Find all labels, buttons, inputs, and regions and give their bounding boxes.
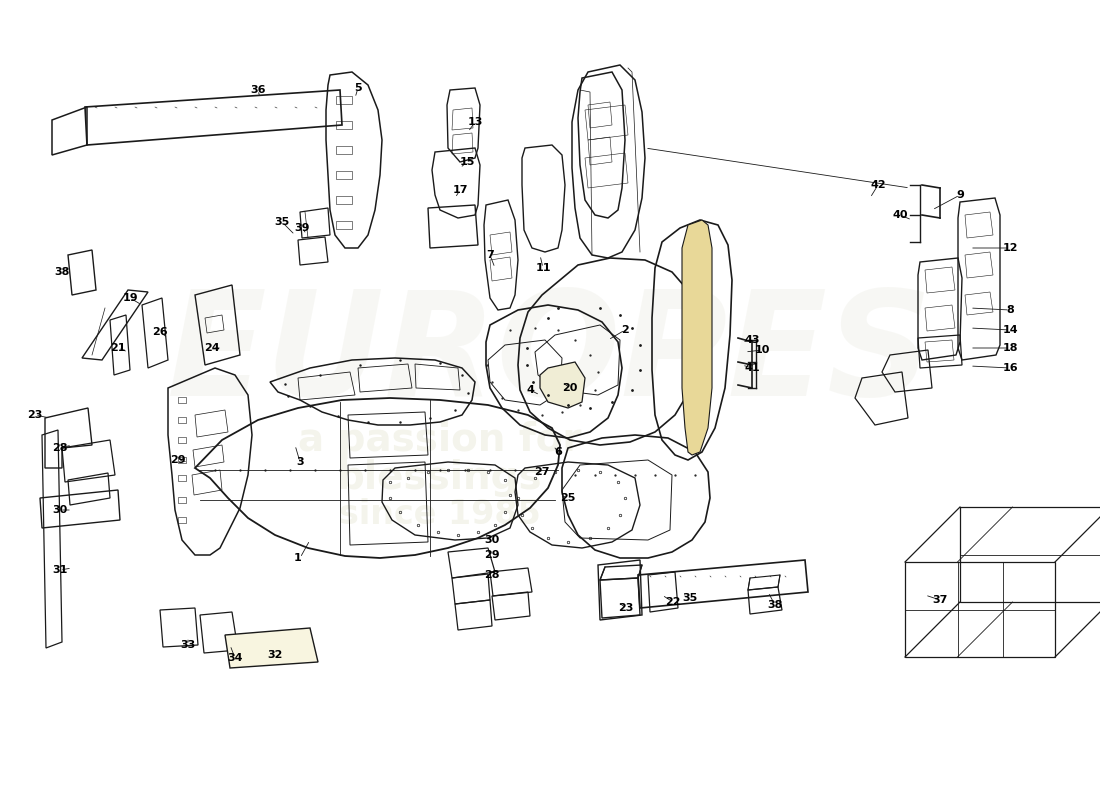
Text: 14: 14	[1002, 325, 1018, 335]
Text: 23: 23	[618, 603, 634, 613]
Text: 38: 38	[54, 267, 69, 277]
Text: 24: 24	[205, 343, 220, 353]
Text: 1: 1	[294, 553, 301, 563]
Text: 22: 22	[666, 597, 681, 607]
Text: 27: 27	[535, 467, 550, 477]
Text: 34: 34	[228, 653, 243, 663]
Text: 35: 35	[274, 217, 289, 227]
Text: 3: 3	[296, 457, 304, 467]
Text: 37: 37	[933, 595, 948, 605]
Text: 15: 15	[460, 157, 475, 167]
Text: 19: 19	[122, 293, 138, 303]
Text: 13: 13	[468, 117, 483, 127]
Text: 20: 20	[562, 383, 578, 393]
Text: 41: 41	[745, 363, 760, 373]
Text: 23: 23	[28, 410, 43, 420]
Text: 33: 33	[180, 640, 196, 650]
Polygon shape	[682, 220, 712, 455]
Text: EUROPES: EUROPES	[167, 285, 933, 426]
Polygon shape	[226, 628, 318, 668]
Text: a passion for: a passion for	[298, 421, 582, 459]
Text: 36: 36	[251, 85, 266, 95]
Text: 2: 2	[621, 325, 629, 335]
Text: since 1985: since 1985	[339, 498, 541, 531]
Text: 29: 29	[484, 550, 499, 560]
Text: 4: 4	[526, 385, 534, 395]
Text: 28: 28	[53, 443, 68, 453]
Text: 11: 11	[536, 263, 551, 273]
Text: 32: 32	[267, 650, 283, 660]
Text: 16: 16	[1002, 363, 1018, 373]
Text: 26: 26	[152, 327, 168, 337]
Text: 31: 31	[53, 565, 68, 575]
Text: 7: 7	[486, 250, 494, 260]
Text: 38: 38	[768, 600, 783, 610]
Polygon shape	[540, 362, 585, 408]
Text: 12: 12	[1002, 243, 1018, 253]
Text: 9: 9	[956, 190, 964, 200]
Text: 29: 29	[170, 455, 186, 465]
Text: 43: 43	[745, 335, 760, 345]
Text: 5: 5	[354, 83, 362, 93]
Text: 35: 35	[682, 593, 697, 603]
Text: 8: 8	[1006, 305, 1014, 315]
Text: 21: 21	[110, 343, 125, 353]
Text: 30: 30	[53, 505, 67, 515]
Text: 18: 18	[1002, 343, 1018, 353]
Text: 10: 10	[755, 345, 770, 355]
Text: 40: 40	[892, 210, 907, 220]
Text: blessings: blessings	[338, 459, 542, 497]
Text: 39: 39	[295, 223, 310, 233]
Text: 28: 28	[484, 570, 499, 580]
Text: 42: 42	[870, 180, 886, 190]
Text: 6: 6	[554, 447, 562, 457]
Text: 25: 25	[560, 493, 575, 503]
Text: 30: 30	[484, 535, 499, 545]
Text: 17: 17	[452, 185, 468, 195]
